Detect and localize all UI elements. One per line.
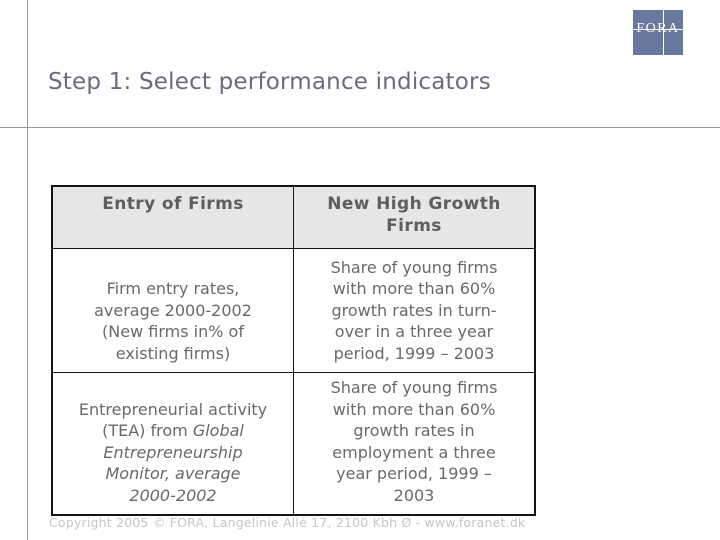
cell-growth-employment: Share of young firms with more than 60% … bbox=[293, 372, 536, 516]
table-header-row: Entry of Firms New High Growth Firms bbox=[51, 185, 536, 249]
fora-logo: FORA bbox=[626, 10, 683, 55]
fora-logo-horizontal-line bbox=[626, 29, 683, 30]
indicators-table: Entry of Firms New High Growth Firms Fir… bbox=[51, 185, 536, 516]
fora-logo-text: FORA bbox=[636, 21, 680, 36]
table-header-entry-of-firms: Entry of Firms bbox=[51, 185, 294, 249]
cell-firm-entry-rates: Firm entry rates, average 2000-2002 (New… bbox=[51, 248, 294, 373]
cell-text-plain: Entrepreneurial activity (TEA) from bbox=[78, 399, 268, 441]
table-row: Firm entry rates, average 2000-2002 (New… bbox=[51, 248, 536, 373]
footer-copyright: Copyright 2005 © FORA, Langelinie Allé 1… bbox=[49, 515, 526, 530]
title-horizontal-rule bbox=[0, 127, 720, 128]
table-row: Entrepreneurial activity (TEA) from Glob… bbox=[51, 372, 536, 516]
slide-title: Step 1: Select performance indicators bbox=[48, 69, 491, 95]
cell-text-italic-source: Global Entrepreneurship Monitor, average… bbox=[103, 421, 244, 505]
cell-entrepreneurial-activity: Entrepreneurial activity (TEA) from Glob… bbox=[51, 372, 294, 516]
left-vertical-rule bbox=[27, 0, 28, 540]
fora-logo-vertical-line bbox=[663, 10, 664, 55]
table-header-new-high-growth-firms: New High Growth Firms bbox=[293, 185, 536, 249]
cell-growth-turnover: Share of young firms with more than 60% … bbox=[293, 248, 536, 373]
